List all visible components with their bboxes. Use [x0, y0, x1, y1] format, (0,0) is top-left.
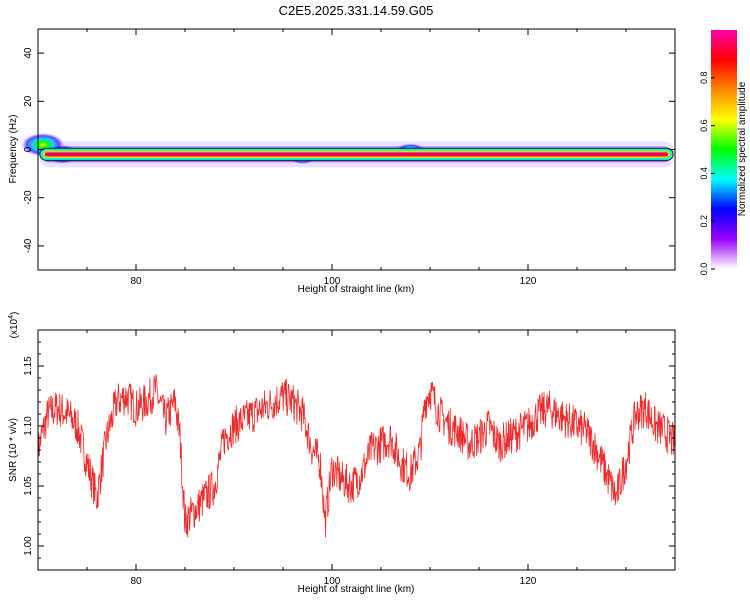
y-tick-label: 40	[23, 47, 34, 59]
y-tick-label: 1.05	[23, 476, 34, 496]
snr-x-ticks: 80 100 120	[37, 330, 676, 587]
colorbar-tick-label: 0.2	[699, 215, 709, 228]
colorbar: 0.0 0.2 0.4 0.6 0.8 Normalized spectral ampl…	[699, 30, 748, 275]
snr-y-ticks: 1.00 1.05 1.10 1.15	[23, 329, 675, 571]
x-tick-label: 120	[520, 576, 537, 587]
spectrogram-x-ticks: 80 100 120	[37, 29, 676, 287]
snr-x-label: Height of straight line (km)	[298, 584, 415, 595]
snr-multiplier-prefix: (x10	[9, 318, 20, 338]
x-tick-label: 80	[130, 576, 142, 587]
snr-multiplier-exponent: 4	[8, 315, 15, 319]
colorbar-tick-label: 0.6	[699, 119, 709, 132]
y-tick-label: 1.00	[23, 536, 34, 556]
colorbar-tick-label: 0.4	[699, 167, 709, 180]
y-tick-label: 0	[23, 146, 34, 152]
x-tick-label: 100	[324, 276, 341, 287]
colorbar-ticks: 0.0 0.2 0.4 0.6 0.8	[699, 72, 715, 276]
spectrogram-y-ticks: -40 -20 0 20 40	[23, 47, 675, 253]
snr-multiplier: (x104)	[8, 312, 20, 339]
track-core	[44, 152, 669, 157]
spectrogram-y-label: Frequency (Hz)	[8, 115, 19, 184]
y-tick-label: -20	[23, 190, 34, 205]
snr-plot-area	[38, 374, 675, 538]
y-tick-label: -40	[23, 238, 34, 253]
colorbar-tick-label: 0.8	[699, 72, 709, 85]
colorbar-gradient	[711, 30, 737, 269]
snr-multiplier-suffix: )	[9, 312, 20, 315]
spectrogram-x-label: Height of straight line (km)	[298, 284, 415, 295]
x-tick-label: 80	[130, 276, 142, 287]
spectrogram-panel: 80 100 120 -40 -20 0 20 40 Height of straight …	[8, 28, 676, 295]
x-tick-label: 100	[324, 576, 341, 587]
y-tick-label: 1.15	[23, 356, 34, 376]
colorbar-tick-label: 0.0	[699, 263, 709, 276]
y-tick-label: 20	[23, 95, 34, 107]
y-tick-label: 1.10	[23, 416, 34, 436]
spectrogram-plot-area	[20, 132, 675, 168]
snr-panel: 80 100 120 1.00 1.05 1.10 1.15 Height of stra…	[8, 312, 676, 595]
colorbar-label: Normalized spectral amplitude	[737, 81, 748, 216]
snr-y-label: SNR (10 * v/v)	[8, 418, 19, 482]
snr-series-line	[38, 374, 675, 538]
snr-frame	[37, 329, 676, 571]
chart-title: C2E5.2025.331.14.59.G05	[279, 3, 434, 18]
x-tick-label: 120	[520, 276, 537, 287]
